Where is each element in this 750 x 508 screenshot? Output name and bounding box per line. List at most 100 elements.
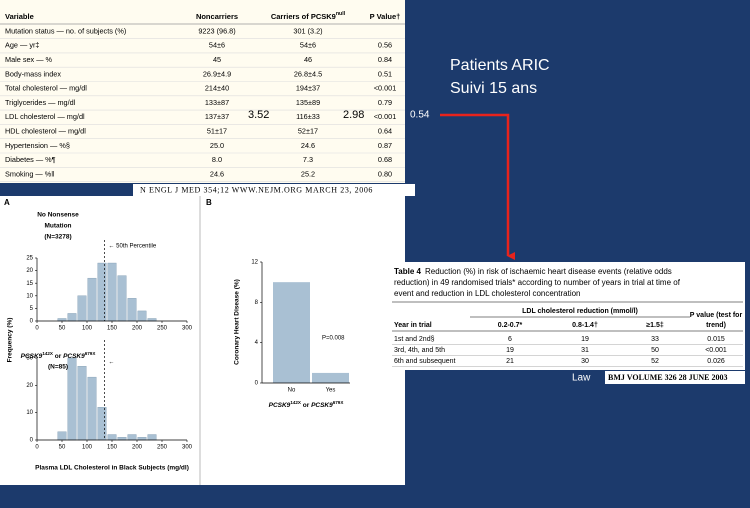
y-tick-label: 10 — [26, 410, 33, 416]
y-axis-label: Coronary Heart Disease (%) — [234, 279, 241, 365]
cell: 301 (3.2) — [293, 26, 322, 35]
text-part: PCSK9 — [63, 353, 85, 360]
cell: 0.68 — [378, 155, 392, 164]
bar — [117, 437, 127, 441]
column-header: Variable — [5, 12, 34, 21]
y-tick-label: 0 — [255, 381, 259, 387]
annotation: ← 50th Percentile — [109, 244, 157, 250]
bar — [97, 407, 107, 441]
y-axis-label: Frequency (%) — [7, 318, 14, 363]
cell: 194±37 — [296, 84, 320, 93]
annotation: ← — [109, 360, 115, 366]
cell: 45 — [213, 55, 221, 64]
cell: Male sex — % — [5, 55, 53, 64]
cell: 6 — [508, 336, 512, 343]
y-tick-label: 25 — [26, 256, 33, 262]
cell: 52±17 — [298, 127, 318, 136]
cell: Age — yr‡ — [5, 41, 39, 50]
text-part: Table 4 — [394, 267, 422, 276]
column-header: ≥1.5‡ — [646, 322, 664, 329]
column-header: Carriers of PCSK9null — [271, 11, 346, 21]
y-tick-label: 12 — [251, 260, 258, 266]
bar — [273, 282, 310, 383]
x-tick-label: 150 — [107, 445, 118, 451]
column-header: Noncarriers — [196, 12, 238, 21]
annotation: P=0.008 — [322, 336, 345, 342]
text-part: Reduction (%) in risk of ischaemic heart… — [425, 267, 672, 276]
y-tick-label: 5 — [30, 306, 34, 312]
x-tick-label: 0 — [35, 445, 39, 451]
cell: 0.56 — [378, 41, 392, 50]
cell: 0.026 — [707, 358, 725, 365]
y-tick-label: 8 — [255, 300, 259, 306]
cell: 21 — [506, 358, 514, 365]
bar — [77, 295, 87, 322]
citation1-strip — [133, 184, 415, 196]
table-caption: reduction) in 49 randomised trials* acco… — [394, 278, 681, 287]
text-part: Carriers of PCSK9 — [271, 12, 336, 21]
x-tick-label: Yes — [326, 388, 336, 394]
bar — [117, 275, 127, 322]
cell: 8.0 — [212, 155, 222, 164]
text-part: 679X — [333, 400, 344, 405]
x-tick-label: 300 — [182, 445, 193, 451]
figure-panel — [0, 196, 405, 485]
chart-title: No Nonsense — [37, 212, 79, 219]
x-tick-label: 50 — [59, 445, 66, 451]
y-tick-label: 0 — [30, 319, 34, 325]
bar — [107, 262, 117, 322]
x-tick-label: 50 — [59, 326, 66, 332]
cell: 54±6 — [209, 41, 225, 50]
x-axis-label: PCSK9142X or PCSK9679X — [269, 400, 344, 409]
bar — [312, 372, 349, 383]
chart-title: (N=85) — [48, 364, 68, 371]
text-part: 142X — [290, 400, 301, 405]
cell: 31 — [581, 347, 589, 354]
cell: 25.0 — [210, 141, 224, 150]
x-tick-label: 200 — [132, 326, 143, 332]
cell: 51±17 — [207, 127, 227, 136]
column-header: P value (test for — [690, 312, 743, 319]
cell: HDL cholesterol — mg/dl — [5, 127, 86, 136]
bar — [137, 310, 147, 322]
bar — [87, 277, 97, 322]
cell: 46 — [304, 55, 312, 64]
cell: 135±89 — [296, 98, 320, 107]
y-tick-label: 4 — [255, 340, 259, 346]
annotation: 2.98 — [343, 109, 364, 121]
x-axis-label: Plasma LDL Cholesterol in Black Subjects… — [35, 465, 189, 472]
table-caption: Table 4 Reduction (%) in risk of ischaemi… — [394, 267, 672, 276]
x-tick-label: 100 — [82, 326, 93, 332]
cell: 3rd, 4th, and 5th — [394, 347, 445, 354]
y-tick-label: 20 — [26, 383, 33, 389]
cell: 133±87 — [205, 98, 229, 107]
cell: <0.001 — [374, 84, 397, 93]
cell: <0.001 — [374, 112, 397, 121]
table1-panel — [0, 0, 405, 183]
group-header: LDL cholesterol reduction (mmol/l) — [522, 308, 638, 315]
text-part: 142X — [42, 351, 53, 356]
chart-title: PCSK9142X or PCSK9679X — [21, 351, 96, 360]
source-label: Law — [572, 373, 591, 384]
text-part: PCSK9 — [21, 353, 43, 360]
citation: BMJ VOLUME 326 28 JUNE 2003 — [608, 373, 727, 382]
column-header: 0.8-1.4† — [572, 322, 598, 329]
bar — [97, 262, 107, 322]
bar — [147, 318, 157, 322]
x-tick-label: 300 — [182, 326, 193, 332]
cell: Mutation status — no. of subjects (%) — [5, 26, 126, 35]
x-tick-label: 250 — [157, 326, 168, 332]
chart-title: (N=3278) — [44, 234, 71, 241]
cell: 0.80 — [378, 169, 392, 178]
bar — [57, 431, 67, 441]
cell: 0.84 — [378, 55, 392, 64]
cell: 54±6 — [300, 41, 316, 50]
bar — [127, 434, 137, 441]
x-tick-label: 0 — [35, 326, 39, 332]
bar — [147, 434, 157, 441]
cell: 137±37 — [205, 112, 229, 121]
bar — [87, 376, 97, 441]
cell: 25.2 — [301, 169, 315, 178]
cell: 0.64 — [378, 127, 392, 136]
